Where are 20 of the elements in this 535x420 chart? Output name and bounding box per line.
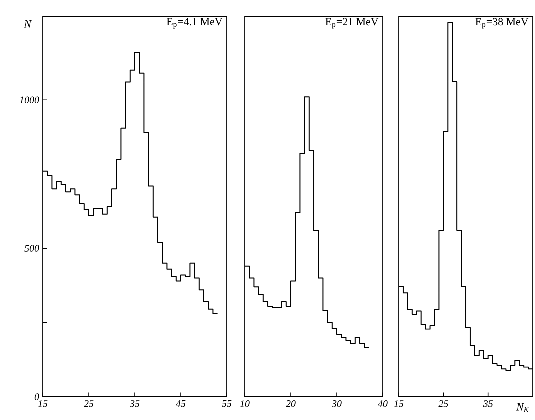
x-axis-title: N$_{K}$ — [516, 404, 530, 412]
chart-title: E$_{p}$=38 MeV — [476, 18, 529, 29]
y-tick-label: 0 — [34, 394, 40, 400]
x-tick-label: 15 — [394, 400, 404, 408]
x-tick-label: 15 — [38, 400, 48, 408]
y-tick-label: 500 — [24, 245, 40, 252]
x-tick-label: 30 — [332, 400, 342, 408]
x-tick-label: 45 — [176, 400, 186, 408]
x-tick-label: 55 — [222, 400, 232, 408]
x-tick-label: 35 — [130, 400, 140, 408]
x-tick-label: 40 — [378, 400, 388, 408]
x-tick-label: 20 — [286, 400, 296, 408]
x-tick-label: 35 — [483, 400, 494, 408]
x-tick-label: 25 — [438, 400, 448, 408]
y-axis-title: N — [24, 20, 32, 28]
x-tick-label: 25 — [84, 400, 94, 408]
y-tick-label: 1000 — [20, 96, 40, 104]
x-tick-label: 10 — [240, 400, 250, 408]
chart-title: E$_{p}$=21 MeV — [326, 18, 379, 29]
chart-title: E$_{p}$=4.1 MeV — [166, 18, 223, 29]
